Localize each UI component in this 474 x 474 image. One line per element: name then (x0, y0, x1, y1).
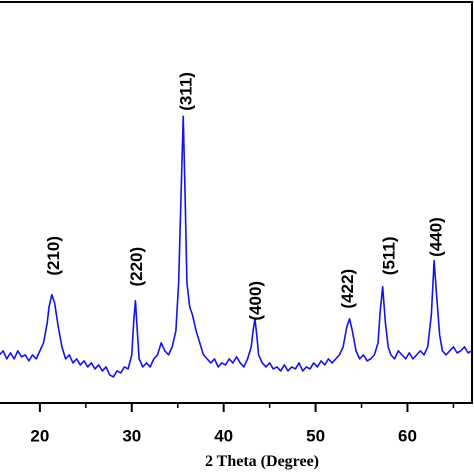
peak-label: (422) (338, 269, 357, 309)
peak-label: (311) (176, 72, 195, 111)
x-tick-label: 60 (398, 426, 417, 445)
x-tick-label: 40 (214, 426, 233, 445)
x-tick-label: 50 (306, 426, 325, 445)
xrd-line (0, 115, 473, 378)
x-axis-title: 2 Theta (Degree) (205, 453, 319, 470)
plot-frame (0, 1, 473, 404)
peak-label: (440) (426, 217, 445, 257)
peak-label: (511) (379, 236, 398, 275)
x-tick-label: 30 (122, 426, 141, 445)
x-tick-label: 20 (30, 426, 49, 445)
peak-label: (220) (127, 247, 146, 287)
peak-label: (210) (44, 236, 63, 276)
peak-label: (400) (246, 281, 265, 321)
